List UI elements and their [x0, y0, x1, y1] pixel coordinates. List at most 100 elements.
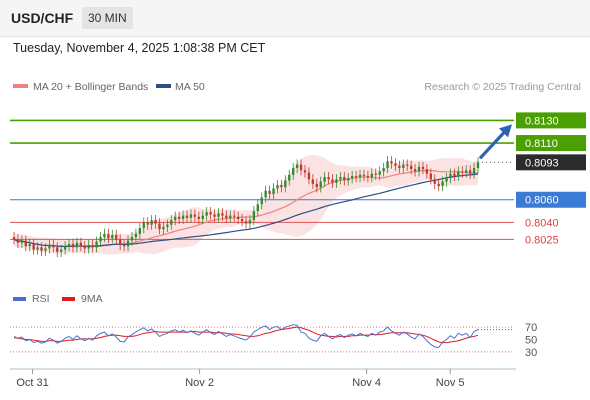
candle-body — [398, 165, 401, 168]
candle-body — [288, 174, 291, 181]
candle-body — [272, 188, 275, 195]
level-label-0.8040: 0.8040 — [525, 217, 559, 229]
forecast-arrow-head — [499, 124, 512, 138]
candle-body — [36, 247, 39, 250]
candle-body — [441, 181, 444, 187]
candle-body — [295, 164, 299, 168]
candle-body — [63, 246, 67, 250]
candle-body — [362, 174, 366, 176]
candle-body — [221, 213, 224, 216]
candle-body — [154, 220, 157, 224]
candle-body — [189, 214, 193, 218]
legend-swatch-rsi — [13, 297, 26, 301]
x-axis: Oct 31 Nov 2 Nov 4 Nov 5 — [16, 369, 465, 389]
candle-body — [382, 168, 385, 172]
timeframe-badge[interactable]: 30 MIN — [82, 7, 133, 29]
candle-body — [213, 214, 216, 217]
candle-body — [299, 164, 303, 171]
candle-body — [122, 245, 126, 247]
candle-body — [264, 190, 267, 198]
current-price-label: 0.8093 — [525, 157, 559, 169]
candle-body — [252, 211, 256, 221]
candle-body — [260, 197, 263, 205]
candle-body — [409, 165, 413, 170]
candle-body — [170, 220, 173, 225]
candle-body — [103, 233, 106, 238]
level-tag-0.8110 — [516, 135, 586, 152]
candle-body — [233, 215, 236, 217]
candle-body — [402, 164, 405, 168]
candle-body — [28, 243, 31, 247]
bollinger-band — [14, 154, 478, 255]
candle-body — [421, 166, 425, 170]
chart-datetime: Tuesday, November 4, 2025 1:08:38 PM CET — [13, 41, 266, 55]
price-legend: MA 20 + Bollinger Bands MA 50 — [13, 81, 205, 93]
candle-body — [292, 168, 295, 175]
candle-body — [107, 233, 110, 239]
candle-body — [280, 185, 283, 188]
candle-body — [335, 179, 338, 183]
candle-body — [56, 247, 59, 252]
candle-body — [83, 246, 86, 249]
rsi-ma9-line — [13, 326, 479, 344]
header-bar: USD/CHF 30 MIN — [0, 0, 590, 37]
candle-body — [134, 233, 138, 238]
ma50-line — [13, 173, 479, 247]
x-tick-label: Nov 5 — [436, 377, 465, 389]
current-price-tag — [516, 154, 586, 171]
candle-body — [75, 242, 79, 248]
legend-swatch-ma20 — [13, 84, 28, 88]
candle-body — [166, 224, 169, 227]
candle-body — [457, 171, 460, 176]
candle-body — [115, 234, 118, 240]
level-label-0.8130: 0.8130 — [525, 115, 559, 127]
candle-body — [138, 228, 142, 234]
candle-body — [40, 247, 43, 251]
candle-body — [20, 240, 24, 243]
copyright-text: Research © 2025 Trading Central — [424, 81, 581, 93]
candle-body — [12, 237, 16, 240]
candle-body — [158, 223, 161, 230]
candle-body — [429, 173, 432, 180]
candle-body — [358, 174, 362, 178]
candle-body — [60, 249, 63, 252]
symbol-title: USD/CHF — [11, 10, 74, 26]
candle-body — [201, 215, 204, 219]
rsi-tick-50: 50 — [525, 335, 537, 347]
candle-body — [248, 220, 252, 224]
candle-body — [433, 179, 436, 184]
candle-body — [350, 175, 354, 179]
candle-body — [217, 213, 220, 217]
rsi-tick-30: 30 — [525, 347, 537, 359]
candle-body — [162, 226, 165, 230]
candle-body — [390, 161, 393, 164]
level-labels: 0.8130 0.8110 0.8060 0.8040 0.8025 0.8093 — [478, 112, 586, 246]
candle-body — [174, 216, 177, 221]
candle-body — [146, 222, 149, 225]
candle-body — [386, 161, 389, 168]
rsi-tick-70: 70 — [525, 322, 537, 334]
candle-body — [225, 215, 228, 218]
candle-body — [339, 177, 342, 180]
rsi-line — [13, 324, 479, 349]
candle-body — [284, 180, 287, 188]
candle-body — [142, 222, 145, 229]
candle-body — [413, 169, 417, 172]
candle-body — [256, 204, 259, 212]
candle-body — [453, 173, 456, 176]
candle-body — [307, 172, 311, 180]
candle-body — [197, 216, 200, 219]
x-tick-label: Nov 2 — [185, 377, 214, 389]
candle-body — [406, 164, 409, 166]
candle-body — [370, 173, 374, 178]
candle-body — [111, 234, 114, 239]
candle-body — [378, 171, 381, 175]
candle-body — [303, 170, 307, 173]
forecast-arrow-shaft — [478, 129, 508, 160]
candle-body — [99, 237, 102, 242]
legend-label-rsi: RSI — [32, 293, 50, 305]
legend-label-ma20: MA 20 + Bollinger Bands — [33, 81, 148, 93]
candle-body — [71, 243, 75, 248]
candle-body — [347, 178, 350, 181]
